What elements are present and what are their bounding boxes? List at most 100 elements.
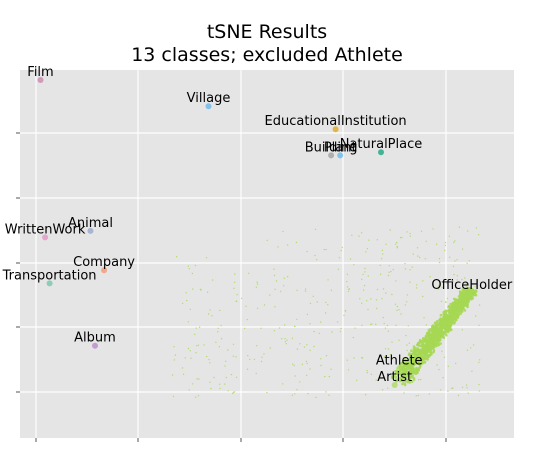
- data-point: [287, 276, 289, 278]
- data-point: [437, 334, 440, 338]
- data-point: [194, 264, 197, 267]
- data-point: [181, 367, 184, 369]
- data-point: [442, 377, 444, 379]
- data-point: [383, 322, 385, 325]
- data-point: [352, 336, 355, 339]
- data-point: [436, 326, 440, 329]
- data-point: [173, 359, 176, 361]
- data-point: [431, 347, 435, 350]
- data-point: [429, 276, 431, 278]
- data-point: [431, 333, 435, 337]
- data-point: [411, 352, 415, 355]
- data-point: [404, 268, 407, 270]
- data-point: [280, 338, 283, 340]
- data-point: [400, 371, 403, 375]
- data-point: [461, 290, 465, 293]
- data-point: [291, 394, 294, 396]
- data-point: [406, 231, 408, 233]
- data-point: [306, 374, 308, 376]
- data-point: [187, 347, 190, 350]
- data-point: [410, 356, 414, 360]
- data-point: [211, 315, 213, 317]
- data-point: [330, 289, 333, 291]
- data-point: [406, 301, 408, 303]
- data-point: [248, 272, 250, 274]
- data-point: [474, 293, 478, 297]
- data-point: [337, 268, 340, 270]
- data-point: [461, 297, 465, 301]
- data-point: [361, 324, 363, 327]
- data-point: [282, 383, 284, 385]
- data-point: [209, 362, 211, 364]
- data-point: [419, 378, 422, 381]
- data-point: [441, 331, 445, 335]
- data-point: [283, 277, 285, 279]
- data-point: [280, 290, 282, 293]
- data-point: [455, 312, 459, 316]
- data-point: [208, 313, 210, 315]
- class-marker: [396, 365, 403, 372]
- class-marker: [92, 342, 98, 349]
- data-point: [296, 389, 298, 391]
- data-point: [187, 265, 190, 267]
- data-point: [219, 309, 221, 312]
- data-point: [451, 387, 453, 390]
- data-point: [456, 279, 458, 281]
- data-point: [405, 334, 407, 337]
- data-point: [436, 337, 440, 341]
- data-point: [375, 379, 377, 381]
- data-point: [306, 344, 308, 346]
- data-point: [428, 339, 432, 342]
- data-point: [450, 306, 453, 309]
- data-point: [407, 371, 410, 374]
- data-point: [409, 365, 413, 369]
- data-point: [324, 375, 326, 378]
- data-point: [392, 268, 394, 271]
- data-point: [388, 265, 390, 267]
- data-point: [406, 294, 409, 296]
- data-point: [368, 239, 370, 241]
- data-point: [261, 356, 263, 358]
- data-point: [409, 371, 413, 375]
- data-point: [309, 349, 311, 352]
- data-point: [467, 392, 469, 394]
- data-point: [282, 230, 284, 233]
- data-point: [235, 356, 237, 358]
- data-point: [199, 288, 202, 290]
- data-point: [461, 386, 464, 389]
- class-label: Building: [305, 140, 358, 155]
- class-labels: Film Village EducationalInstitution Natural…: [2, 65, 513, 388]
- data-point: [398, 339, 400, 341]
- data-point: [336, 321, 339, 323]
- data-point: [227, 390, 229, 392]
- data-point: [246, 368, 249, 370]
- data-point: [343, 314, 345, 317]
- data-point: [478, 361, 480, 364]
- data-point: [457, 308, 461, 312]
- data-point: [285, 343, 287, 345]
- data-point: [387, 387, 389, 389]
- data-point: [423, 317, 425, 319]
- data-point: [433, 338, 437, 341]
- data-point: [320, 358, 322, 360]
- data-point: [454, 260, 456, 262]
- data-point: [415, 343, 419, 347]
- data-point: [284, 341, 287, 343]
- class-marker: [337, 152, 344, 159]
- data-point: [269, 347, 271, 349]
- data-point: [269, 294, 271, 296]
- data-point: [315, 396, 317, 398]
- data-point: [255, 286, 258, 288]
- data-point: [191, 272, 194, 275]
- data-point: [419, 339, 422, 343]
- data-point: [396, 305, 399, 308]
- data-point: [292, 363, 294, 365]
- data-point: [453, 310, 456, 314]
- class-marker: [42, 234, 49, 241]
- data-point: [347, 290, 350, 292]
- data-point: [450, 315, 453, 319]
- data-point: [413, 348, 417, 351]
- data-point: [312, 295, 314, 297]
- data-point: [396, 241, 398, 244]
- data-point: [454, 307, 458, 311]
